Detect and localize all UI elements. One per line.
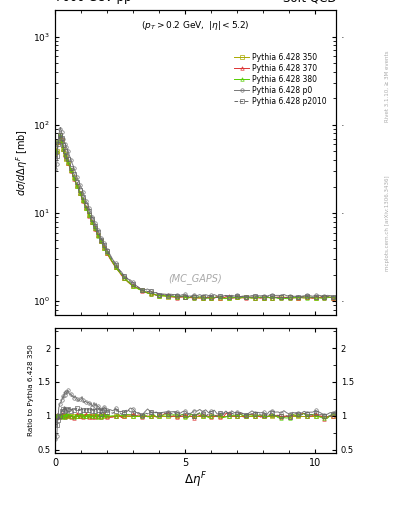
Text: Soft QCD: Soft QCD — [283, 0, 336, 4]
Text: 7000 GeV pp: 7000 GeV pp — [55, 0, 132, 4]
Y-axis label: $d\sigma/d\Delta\eta^{F}$ [mb]: $d\sigma/d\Delta\eta^{F}$ [mb] — [15, 129, 30, 196]
Text: Rivet 3.1.10, ≥ 3M events: Rivet 3.1.10, ≥ 3M events — [385, 51, 389, 122]
X-axis label: $\Delta\eta^{F}$: $\Delta\eta^{F}$ — [184, 471, 207, 490]
Y-axis label: Ratio to Pythia 6.428 350: Ratio to Pythia 6.428 350 — [28, 345, 34, 436]
Text: $(p_T > 0.2\ \mathrm{GeV},\ |\eta| < 5.2)$: $(p_T > 0.2\ \mathrm{GeV},\ |\eta| < 5.2… — [141, 19, 250, 32]
Legend: Pythia 6.428 350, Pythia 6.428 370, Pythia 6.428 380, Pythia 6.428 p0, Pythia 6.: Pythia 6.428 350, Pythia 6.428 370, Pyth… — [232, 51, 329, 108]
Text: (MC_GAPS): (MC_GAPS) — [169, 273, 222, 284]
Text: mcplots.cern.ch [arXiv:1306.3436]: mcplots.cern.ch [arXiv:1306.3436] — [385, 176, 389, 271]
